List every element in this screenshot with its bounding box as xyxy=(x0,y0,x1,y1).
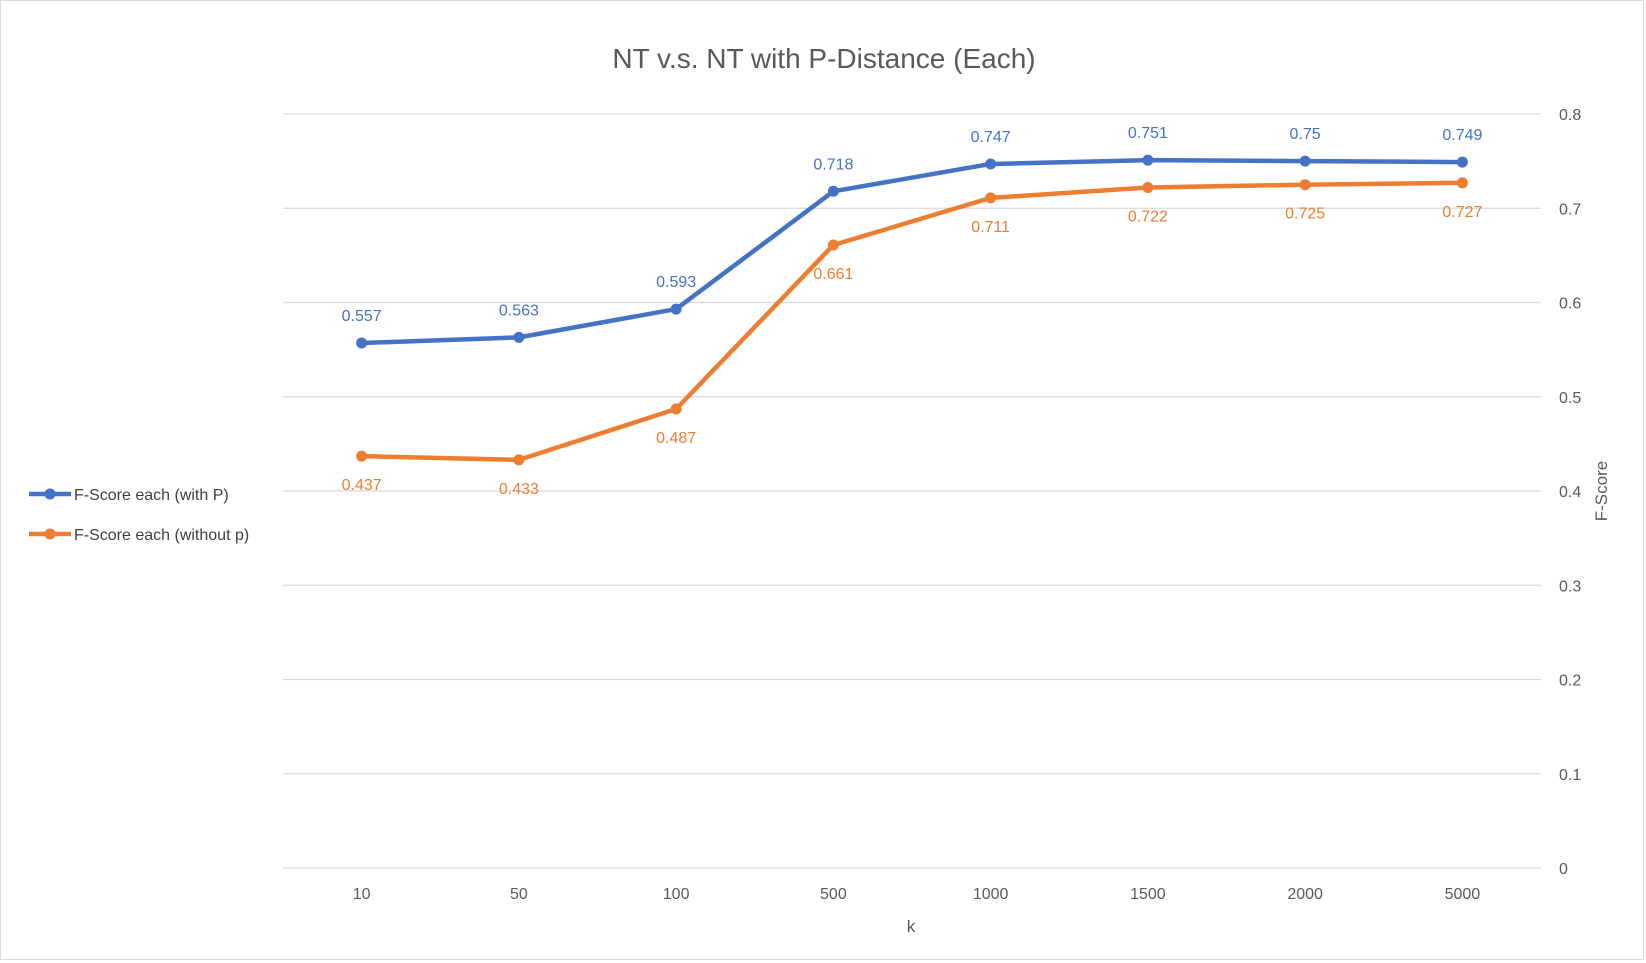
data-label: 0.75 xyxy=(1290,126,1321,143)
data-point xyxy=(356,450,368,462)
x-axis-ticks: 10 50 100 500 1000 1500 2000 5000 xyxy=(353,886,1481,903)
y-axis-ticks: 0 0.1 0.2 0.3 0.4 0.5 0.6 0.7 0.8 xyxy=(1559,107,1581,878)
x-tick-label: 1500 xyxy=(1130,886,1166,903)
data-labels: 0.557 0.563 0.593 0.718 0.747 0.751 0.75 0.749 0… xyxy=(342,125,1483,498)
x-tick-label: 1000 xyxy=(973,886,1009,903)
data-point xyxy=(1299,155,1311,167)
y-tick-label: 0.4 xyxy=(1559,484,1581,501)
data-point xyxy=(985,158,997,170)
gridlines xyxy=(283,113,1541,869)
y-tick-label: 0.1 xyxy=(1559,767,1581,784)
y-tick-label: 0.8 xyxy=(1559,107,1581,124)
data-label: 0.557 xyxy=(342,308,382,325)
data-label: 0.563 xyxy=(499,302,539,319)
data-point xyxy=(513,331,525,343)
data-point xyxy=(356,337,368,349)
data-label: 0.711 xyxy=(971,219,1010,236)
data-point xyxy=(1299,179,1311,191)
data-point xyxy=(670,303,682,315)
series-layer xyxy=(356,154,1468,466)
data-label: 0.437 xyxy=(342,477,382,494)
legend-entry-1: F-Score each (with P) xyxy=(74,487,229,504)
x-axis-label: k xyxy=(907,917,916,936)
x-tick-label: 5000 xyxy=(1445,886,1481,903)
series-line-2 xyxy=(359,180,1465,463)
x-tick-label: 500 xyxy=(820,886,847,903)
chart-title: NT v.s. NT with P-Distance (Each) xyxy=(612,43,1035,74)
y-tick-label: 0.2 xyxy=(1559,673,1581,690)
data-point xyxy=(670,403,682,415)
y-tick-label: 0.5 xyxy=(1559,390,1581,407)
legend-swatch-marker xyxy=(44,488,56,500)
legend-entry-2: F-Score each (without p) xyxy=(74,527,249,544)
x-tick-label: 2000 xyxy=(1287,886,1323,903)
y-tick-label: 0 xyxy=(1559,861,1568,878)
data-point xyxy=(1142,182,1154,194)
data-label: 0.433 xyxy=(499,481,539,498)
legend-swatch-marker xyxy=(44,528,56,540)
data-point xyxy=(1142,154,1154,166)
x-tick-label: 10 xyxy=(353,886,371,903)
data-label: 0.593 xyxy=(656,274,696,291)
data-label: 0.722 xyxy=(1128,209,1168,226)
x-tick-label: 50 xyxy=(510,886,528,903)
data-point xyxy=(513,454,525,466)
data-point xyxy=(985,192,997,204)
data-label: 0.487 xyxy=(656,430,696,447)
x-tick-label: 100 xyxy=(663,886,690,903)
y-tick-label: 0.3 xyxy=(1559,578,1581,595)
data-point xyxy=(827,185,839,197)
data-label: 0.749 xyxy=(1442,127,1482,144)
data-label: 0.725 xyxy=(1285,206,1325,223)
data-point xyxy=(1456,177,1468,189)
y-tick-label: 0.6 xyxy=(1559,296,1581,313)
data-point xyxy=(827,239,839,251)
series-line-1 xyxy=(359,157,1465,346)
data-label: 0.718 xyxy=(813,156,853,173)
data-label: 0.747 xyxy=(971,129,1011,146)
legend: F-Score each (with P) F-Score each (witho… xyxy=(29,487,249,544)
y-tick-label: 0.7 xyxy=(1559,201,1581,218)
data-point xyxy=(1456,156,1468,168)
data-label: 0.727 xyxy=(1442,204,1482,221)
y-axis-label: F-Score xyxy=(1592,461,1611,521)
data-label: 0.661 xyxy=(813,266,853,283)
data-label: 0.751 xyxy=(1128,125,1168,142)
